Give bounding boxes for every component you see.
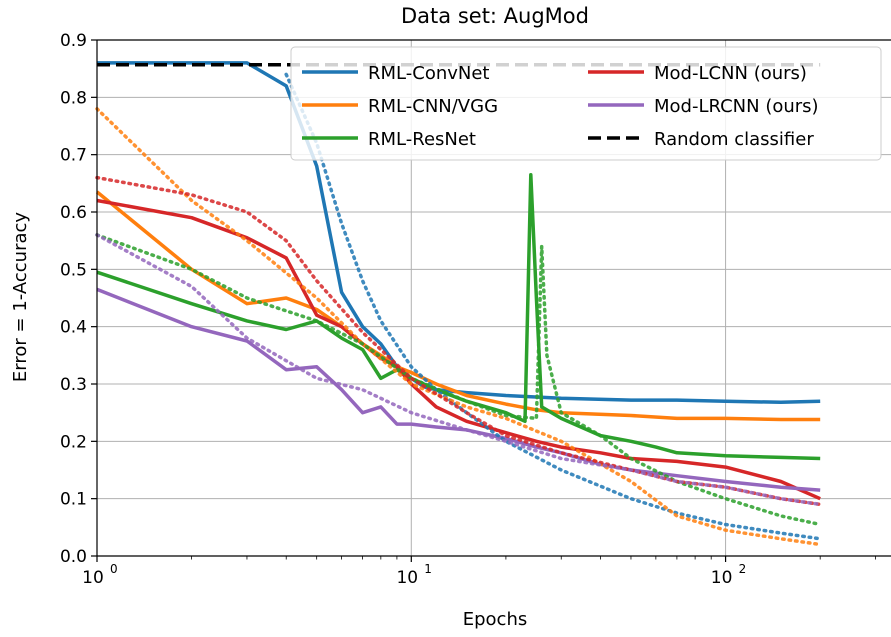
x-tick-label: 10	[82, 568, 104, 588]
x-tick-exponent: 2	[739, 562, 747, 576]
y-tick-label: 0.5	[60, 260, 87, 280]
validation-line	[95, 233, 822, 527]
y-tick-label: 0.8	[60, 88, 87, 108]
y-tick-label: 0.3	[60, 375, 87, 395]
y-tick-label: 0.2	[60, 432, 87, 452]
legend-label: Random classifier	[654, 129, 814, 150]
y-tick-label: 0.7	[60, 146, 87, 166]
y-tick-label: 0.6	[60, 203, 87, 223]
legend-label: Mod-LCNN (ours)	[654, 63, 807, 84]
validation-line	[95, 233, 822, 507]
axes-frame	[96, 39, 891, 557]
plot-area	[95, 61, 822, 547]
x-tick-exponent: 0	[110, 562, 118, 576]
legend-box	[290, 46, 882, 161]
legend-label: RML-ResNet	[368, 129, 476, 150]
legend-label: RML-CNN/VGG	[368, 96, 498, 117]
legend-label: RML-ConvNet	[368, 63, 489, 84]
legend-label: Mod-LRCNN (ours)	[654, 96, 819, 117]
x-tick-label: 10	[396, 568, 418, 588]
y-tick-label: 0.0	[60, 547, 87, 567]
x-tick-label: 10	[711, 568, 733, 588]
legend: RML-ConvNet Mod-LCNN (ours) RML-CNN/VGG Mod…	[290, 46, 882, 161]
series-line	[96, 287, 821, 492]
y-tick-label: 0.1	[60, 490, 87, 510]
series-line	[96, 198, 821, 501]
series-line	[95, 190, 821, 422]
x-axis-label: Epochs	[463, 609, 528, 630]
validation-line	[95, 107, 822, 547]
y-axis-label: Error = 1-Accuracy	[10, 212, 31, 382]
axis-ticks: 0.0 0.1 0.2 0.3 0.4 0.5 0.6 0.7 0.8 0.9 10 0 10 1 10 2	[60, 31, 876, 588]
y-tick-label: 0.9	[60, 31, 87, 51]
y-tick-label: 0.4	[60, 318, 87, 338]
chart-title: Data set: AugMod	[401, 4, 589, 28]
x-tick-exponent: 1	[424, 562, 432, 576]
